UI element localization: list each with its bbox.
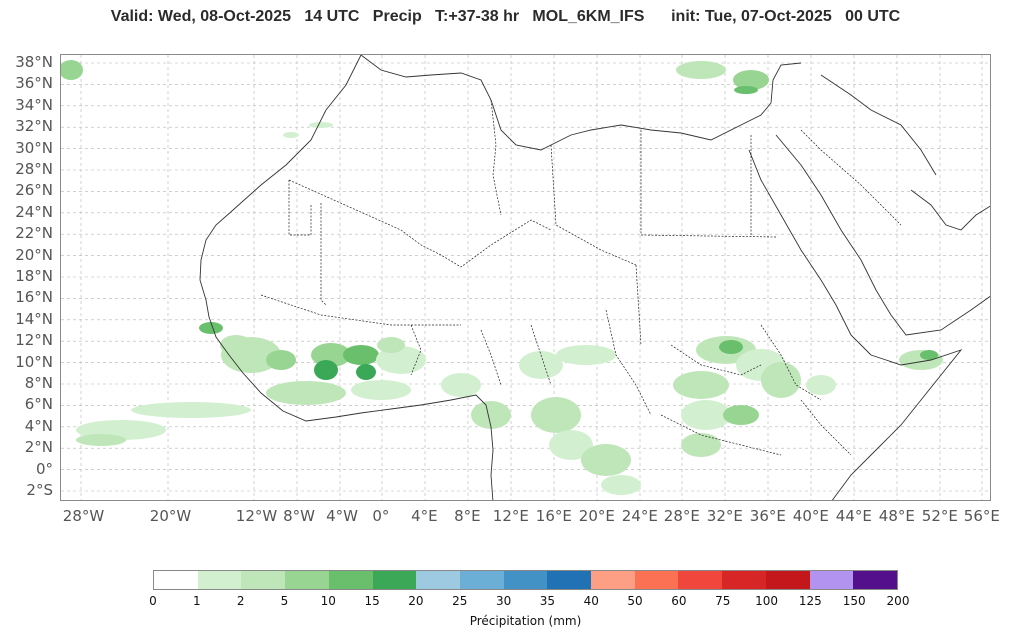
colorbar-tick-label: 15 [364, 594, 380, 608]
lon-tick-label: 36°E [749, 507, 786, 525]
lat-tick-label: 36°N [15, 74, 53, 93]
colorbar-tick-label: 100 [755, 594, 778, 608]
lat-tick-label: 2°S [26, 481, 53, 499]
lat-tick-label: 8°N [24, 374, 53, 392]
precipitation-map[interactable] [60, 54, 991, 501]
lon-tick-label: 20°W [149, 507, 192, 525]
graticule [61, 55, 990, 500]
colorbar-swatch [372, 571, 417, 589]
lon-tick-label: 32°E [706, 507, 743, 525]
lat-tick-label: 4°N [24, 416, 53, 435]
colorbar-tick-label: 200 [886, 594, 910, 608]
lat-tick-label: 2°N [24, 438, 53, 457]
colorbar-tick-label: 2 [236, 594, 245, 608]
lat-tick-label: 28°N [15, 160, 53, 178]
lat-tick-label: 30°N [15, 138, 53, 157]
colorbar-swatch [547, 571, 592, 589]
colorbar-tick-label: 25 [452, 594, 468, 608]
precipitation-colorbar [153, 570, 898, 590]
colorbar-tick-label: 5 [280, 594, 289, 608]
lon-tick-label: 4°E [411, 507, 438, 525]
country-borders [260, 99, 902, 456]
lon-tick-label: 44°E [835, 507, 872, 525]
coastlines [199, 55, 990, 500]
lat-tick-label: 16°N [15, 288, 53, 307]
colorbar-tick-label: 40 [583, 594, 599, 608]
lat-tick-label: 26°N [15, 181, 53, 200]
colorbar-tick-label: 10 [320, 594, 336, 608]
colorbar-tick-label: 50 [627, 594, 643, 608]
lat-tick-label: 22°N [15, 224, 53, 243]
colorbar-tick-label: 150 [842, 594, 866, 608]
colorbar-swatch [285, 571, 329, 589]
lat-tick-label: 12°N [15, 331, 53, 350]
map-canvas [61, 55, 990, 500]
map-title: Valid: Wed, 08-Oct-2025 14 UTC Precip T:… [110, 8, 901, 25]
colorbar-swatch [459, 571, 504, 589]
colorbar-swatch [765, 571, 810, 589]
lat-tick-label: 6°N [24, 395, 53, 414]
colorbar-swatch [853, 571, 897, 589]
colorbar-swatch [722, 571, 766, 589]
colorbar-swatch [591, 571, 635, 589]
lon-tick-label: 20°E [578, 507, 615, 525]
lat-tick-label: 18°N [15, 267, 53, 285]
lon-tick-label: 12°E [492, 507, 529, 525]
lon-tick-label: 16°E [535, 507, 572, 525]
lat-tick-label: 24°N [15, 202, 53, 221]
lon-tick-label: 56°E [963, 507, 1000, 525]
lat-tick-label: 34°N [15, 95, 53, 114]
colorbar-swatch [154, 571, 198, 589]
colorbar-swatch [634, 571, 679, 589]
colorbar-tick-label: 60 [671, 594, 687, 608]
lon-tick-label: 28°W [62, 507, 105, 525]
colorbar-swatch [241, 571, 286, 589]
lon-tick-label: 40°E [792, 507, 829, 525]
colorbar-tick-label: 30 [495, 594, 512, 608]
lon-tick-label: 12°W [235, 507, 278, 525]
colorbar-swatch [416, 571, 460, 589]
lon-tick-label: 48°E [878, 507, 915, 525]
lon-tick-label: 0° [372, 507, 390, 525]
lat-tick-label: 0° [35, 459, 53, 478]
colorbar-tick-label: 125 [798, 594, 822, 608]
colorbar-tick-label: 35 [539, 594, 556, 608]
colorbar-label: Précipitation (mm) [469, 614, 582, 628]
colorbar-swatch [678, 571, 723, 589]
lon-tick-label: 24°E [621, 507, 658, 525]
colorbar-swatch [503, 571, 548, 589]
colorbar-swatch [197, 571, 242, 589]
colorbar-tick-label: 75 [715, 594, 731, 608]
lat-tick-label: 20°N [15, 245, 53, 264]
colorbar-swatch [328, 571, 373, 589]
lat-tick-label: 38°N [15, 53, 53, 71]
lon-tick-label: 8°W [283, 507, 315, 525]
lon-tick-label: 52°E [921, 507, 958, 525]
lon-tick-label: 4°W [326, 507, 358, 525]
lat-tick-label: 14°N [15, 309, 53, 328]
colorbar-tick-label: 0 [149, 594, 157, 608]
lat-tick-label: 10°N [15, 352, 53, 371]
precipitation-areas [61, 60, 943, 495]
lon-tick-label: 28°E [663, 507, 700, 525]
lon-tick-label: 8°E [454, 507, 481, 525]
lat-tick-label: 32°N [15, 117, 53, 136]
colorbar-tick-label: 1 [192, 594, 201, 608]
colorbar-swatch [809, 571, 854, 589]
colorbar-tick-label: 20 [408, 594, 424, 608]
